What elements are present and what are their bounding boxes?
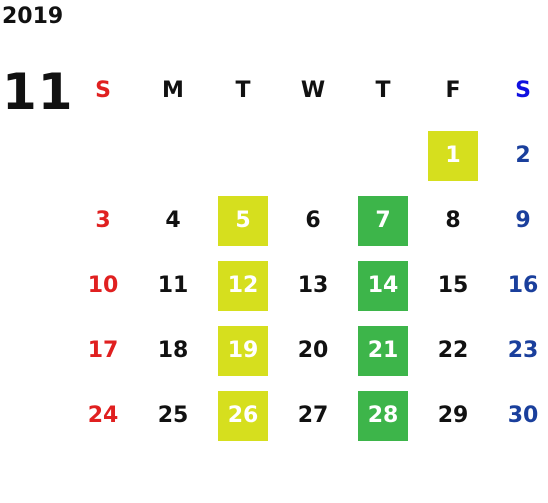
calendar-day-cell [208, 123, 278, 188]
calendar-day[interactable]: 3 [95, 208, 111, 233]
weekday-sunday: S [95, 78, 111, 103]
calendar-day-cell: 29 [418, 383, 488, 448]
calendar-day[interactable]: 22 [437, 338, 469, 363]
calendar-day-cell: 30 [488, 383, 548, 448]
calendar-day[interactable]: 21 [358, 325, 408, 376]
calendar-day-cell: 5 [208, 188, 278, 253]
calendar-day-cell: 16 [488, 253, 548, 318]
weekday-thursday: T [375, 78, 391, 103]
calendar-day[interactable]: 5 [218, 195, 268, 246]
calendar-day-cell: 25 [138, 383, 208, 448]
calendar-day-cell: 13 [278, 253, 348, 318]
weekday-tuesday: T [235, 78, 251, 103]
calendar-day-cell: 27 [278, 383, 348, 448]
calendar-day-cell: 28 [348, 383, 418, 448]
calendar-day-cell: 19 [208, 318, 278, 383]
calendar-day-cell: 7 [348, 188, 418, 253]
calendar-day[interactable]: 20 [297, 338, 329, 363]
weekday-saturday: S [515, 78, 531, 103]
calendar-day-cell: 1 [418, 123, 488, 188]
weekday-monday: M [162, 78, 184, 103]
calendar-day[interactable]: 2 [515, 143, 531, 168]
calendar-day[interactable]: 18 [157, 338, 189, 363]
calendar-day[interactable]: 9 [515, 208, 531, 233]
calendar-day[interactable]: 30 [507, 403, 539, 428]
calendar-day-cell: 21 [348, 318, 418, 383]
calendar-day-cell: 9 [488, 188, 548, 253]
calendar-day-cell: 22 [418, 318, 488, 383]
calendar-day-cell: 4 [138, 188, 208, 253]
calendar-day[interactable]: 26 [218, 390, 268, 441]
calendar-day-cell: 18 [138, 318, 208, 383]
calendar-day[interactable]: 7 [358, 195, 408, 246]
calendar-day[interactable]: 1 [428, 130, 478, 181]
calendar-day[interactable]: 13 [297, 273, 329, 298]
calendar-day-cell: 8 [418, 188, 488, 253]
calendar-day[interactable]: 4 [165, 208, 181, 233]
calendar-day[interactable]: 29 [437, 403, 469, 428]
calendar-day-cell: 6 [278, 188, 348, 253]
calendar-day[interactable]: 6 [305, 208, 321, 233]
calendar-day-cell: 15 [418, 253, 488, 318]
calendar-day-cell: 23 [488, 318, 548, 383]
calendar-day[interactable]: 27 [297, 403, 329, 428]
calendar-day[interactable]: 25 [157, 403, 189, 428]
weekday-wednesday: W [300, 78, 326, 103]
calendar-day-cell: 10 [68, 253, 138, 318]
calendar-day-cell: 24 [68, 383, 138, 448]
year-label: 2019 [2, 4, 64, 29]
calendar-day[interactable]: 28 [358, 390, 408, 441]
calendar-day[interactable]: 12 [218, 260, 268, 311]
weekday-friday: F [445, 78, 461, 103]
calendar-day-cell [68, 123, 138, 188]
calendar-day-cell: 3 [68, 188, 138, 253]
calendar-day-cell [348, 123, 418, 188]
calendar-day[interactable]: 23 [507, 338, 539, 363]
calendar-day[interactable]: 8 [445, 208, 461, 233]
calendar-day[interactable]: 10 [87, 273, 119, 298]
calendar-day-cell: 12 [208, 253, 278, 318]
calendar-day[interactable]: 14 [358, 260, 408, 311]
calendar-grid: S M T W T F S 1 2 3 4 5 6 7 8 9 10 11 12 13 14 15 16 17 1… [68, 58, 544, 448]
calendar-day-cell: 17 [68, 318, 138, 383]
calendar-day[interactable]: 17 [87, 338, 119, 363]
calendar-day[interactable]: 19 [218, 325, 268, 376]
month-label: 11 [2, 63, 74, 121]
calendar-day-cell: 11 [138, 253, 208, 318]
calendar-day-cell: 2 [488, 123, 548, 188]
calendar-day-cell: 26 [208, 383, 278, 448]
calendar-day[interactable]: 15 [437, 273, 469, 298]
calendar-day-cell [278, 123, 348, 188]
calendar-day[interactable]: 11 [157, 273, 189, 298]
calendar-day-cell: 20 [278, 318, 348, 383]
calendar-day-cell: 14 [348, 253, 418, 318]
calendar-day[interactable]: 24 [87, 403, 119, 428]
calendar-day[interactable]: 16 [507, 273, 539, 298]
calendar-day-cell [138, 123, 208, 188]
